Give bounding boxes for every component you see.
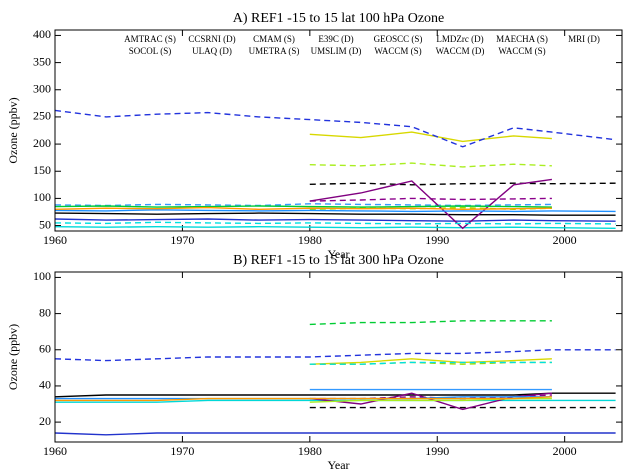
legend-entry: WACCM (S): [374, 46, 421, 56]
series-line: [309, 358, 552, 365]
x-axis-label: Year: [327, 458, 349, 472]
series-line: [54, 209, 616, 213]
series-line: [309, 162, 552, 168]
series-line: [54, 392, 616, 398]
x-tick-label: 1970: [170, 233, 194, 247]
series-line: [309, 131, 552, 143]
y-tick-label: 40: [39, 378, 51, 392]
series-line: [54, 225, 616, 229]
y-tick-label: 80: [39, 305, 51, 319]
legend-entry: ULAQ (D): [192, 46, 232, 56]
legend-entry: GEOSCC (S): [374, 34, 423, 44]
legend-entry: UMSLIM (D): [311, 46, 362, 56]
y-tick-label: 200: [33, 136, 51, 150]
series-line: [309, 320, 552, 326]
y-tick-label: 400: [33, 27, 51, 41]
chart-title: B) REF1 -15 to 15 lat 300 hPa Ozone: [233, 253, 444, 268]
series-line: [54, 349, 616, 362]
x-tick-label: 1970: [170, 444, 194, 458]
x-tick-label: 1980: [298, 444, 322, 458]
legend-entry: CMAM (S): [253, 34, 295, 44]
x-tick-label: 2000: [553, 444, 577, 458]
series-line: [309, 178, 552, 230]
y-tick-label: 60: [39, 342, 51, 356]
y-tick-label: 150: [33, 163, 51, 177]
y-tick-label: 100: [33, 269, 51, 283]
legend-entry: LMDZrc (D): [436, 34, 483, 44]
y-tick-label: 20: [39, 414, 51, 428]
legend-entry: MAECHA (S): [496, 34, 548, 44]
series-line: [54, 221, 616, 225]
y-axis-label: Ozone (ppbv): [6, 97, 20, 163]
series-line: [309, 182, 616, 186]
x-axis-label: Year: [327, 247, 349, 261]
series-line: [54, 205, 552, 208]
x-tick-label: 1960: [43, 233, 67, 247]
series-line: [55, 399, 616, 403]
x-tick-label: 2000: [553, 233, 577, 247]
y-tick-label: 350: [33, 54, 51, 68]
series-line: [309, 197, 552, 202]
legend-entry: AMTRAC (S): [124, 34, 176, 44]
y-tick-label: 300: [33, 82, 51, 96]
x-tick-label: 1990: [425, 444, 449, 458]
x-tick-label: 1990: [425, 233, 449, 247]
series-line: [309, 361, 552, 365]
series-line: [54, 109, 616, 148]
x-tick-label: 1980: [298, 233, 322, 247]
y-tick-label: 250: [33, 109, 51, 123]
plot-frame: [54, 29, 623, 232]
y-axis-label: Ozone (ppbv): [6, 324, 20, 390]
legend-entry: E39C (D): [318, 34, 353, 44]
series-line: [54, 206, 552, 211]
series-line: [54, 212, 616, 216]
y-tick-label: 50: [39, 217, 51, 231]
legend-entry: SOCOL (S): [129, 46, 171, 56]
legend-entry: CCSRNI (D): [188, 34, 235, 44]
series-line: [54, 203, 552, 207]
series-line: [54, 432, 616, 436]
legend-entry: MRI (D): [568, 34, 600, 44]
series-line: [55, 396, 552, 402]
series-line: [54, 218, 616, 222]
legend-entry: UMETRA (S): [249, 46, 300, 56]
legend-entry: WACCM (S): [498, 46, 545, 56]
y-tick-label: 100: [33, 190, 51, 204]
x-tick-label: 1960: [43, 444, 67, 458]
chart-title: A) REF1 -15 to 15 lat 100 hPa Ozone: [233, 11, 445, 26]
plot-frame: [54, 271, 623, 443]
legend-entry: WACCM (D): [436, 46, 485, 56]
